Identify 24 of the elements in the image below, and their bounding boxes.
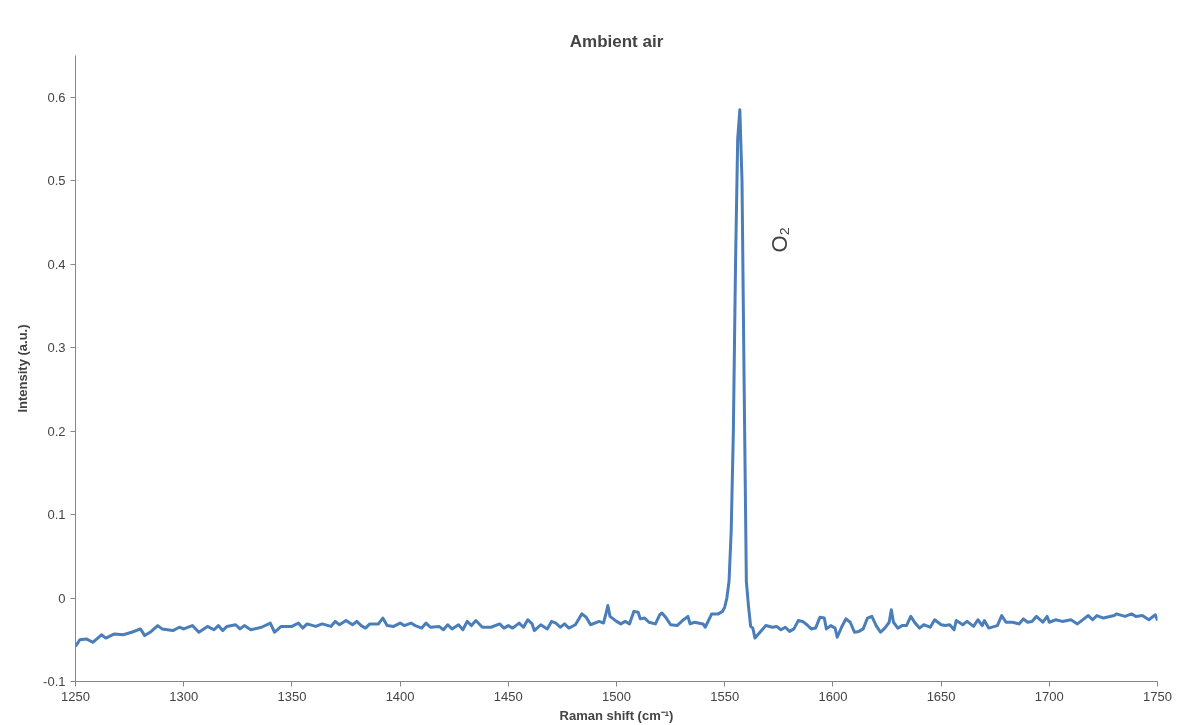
x-tick-label: 1700 xyxy=(1034,688,1064,704)
y-tick-label: 0.2 xyxy=(47,423,66,439)
y-tick-label: 0.1 xyxy=(47,507,66,523)
x-tick-label: 1300 xyxy=(169,688,199,704)
x-tick-label: 1400 xyxy=(385,688,415,704)
y-tick-label: 0.6 xyxy=(47,89,66,105)
y-tick-label: 0 xyxy=(58,590,66,606)
y-tick-label: -0.1 xyxy=(43,674,66,689)
y-axis-title: Intensity (a.u.) xyxy=(15,324,31,413)
x-tick-label: 1350 xyxy=(277,688,307,704)
x-tick-label: 1550 xyxy=(710,688,740,704)
y-tick-label: 0.4 xyxy=(47,256,66,272)
y-tick-label: 0.5 xyxy=(47,173,66,189)
annotation: O₂ xyxy=(767,226,793,253)
x-tick-label: 1750 xyxy=(1143,688,1172,704)
line-series xyxy=(75,108,1158,648)
chart-title: Ambient air xyxy=(569,31,664,51)
y-tick-label: 0.3 xyxy=(47,340,66,356)
x-tick-label: 1450 xyxy=(493,688,523,704)
x-tick-label: 1500 xyxy=(602,688,631,704)
x-axis-title: Raman shift (cm⁻¹) xyxy=(559,707,674,723)
x-tick-label: 1600 xyxy=(818,688,848,704)
x-tick-label: 1250 xyxy=(61,688,90,704)
x-tick-label: 1650 xyxy=(926,688,956,704)
